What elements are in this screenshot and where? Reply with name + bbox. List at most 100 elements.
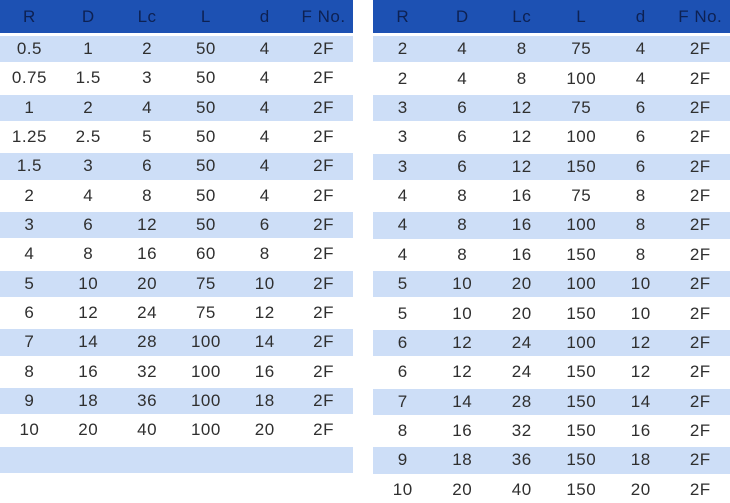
table-cell: 12 [452, 332, 473, 352]
table-cell: 2F [313, 303, 334, 323]
table-cell: 4 [83, 185, 94, 205]
table-cell: 12 [511, 127, 532, 147]
table-cell: 10 [78, 273, 99, 293]
table-cell: 9 [24, 391, 35, 411]
table-row: 2 4 8 75 4 2F [373, 33, 730, 63]
table-cell: 20 [137, 273, 158, 293]
table-cell: 6 [457, 127, 468, 147]
table-cell: 9 [397, 450, 408, 470]
table-cell: 2F [689, 303, 711, 323]
table-row: 0.75 1.5 3 50 4 2F [0, 62, 353, 92]
table-cell: 3 [397, 97, 408, 117]
table-cell: 150 [566, 479, 597, 499]
table-row: 4 8 16 100 8 2F [373, 209, 730, 239]
table-row: 0.5 1 2 50 4 2F [0, 33, 353, 63]
table-cell: 0.5 [16, 39, 42, 59]
column-header: d [635, 6, 646, 26]
table-cell: 2 [142, 39, 153, 59]
table-row: 2 4 8 100 4 2F [373, 62, 730, 92]
table-cell: 14 [254, 332, 275, 352]
table-cell: 6 [457, 97, 468, 117]
column-header: R [23, 6, 36, 26]
table-row: 4 8 16 75 8 2F [373, 179, 730, 210]
table-row: 5 10 20 75 10 2F [0, 267, 353, 297]
table-cell: 10 [254, 273, 275, 293]
table-row: 9 18 36 100 18 2F [0, 384, 353, 415]
table-cell: 2F [689, 479, 711, 499]
table-cell: 6 [83, 215, 94, 235]
table-cell: 2F [689, 391, 711, 411]
table-cell: 4 [397, 244, 408, 264]
table-cell: 2F [313, 361, 334, 381]
table-cell: 1.5 [75, 68, 101, 88]
table-cell: 100 [566, 215, 597, 235]
table-cell: 12 [511, 156, 532, 176]
table-cell: 100 [190, 391, 221, 411]
table-cell: 24 [137, 303, 158, 323]
table-cell: 8 [635, 215, 646, 235]
table-row: 1.5 3 6 50 4 2F [0, 150, 353, 180]
table-cell: 2F [689, 186, 711, 206]
table-cell: 4 [259, 68, 270, 88]
table-row: 2 4 8 50 4 2F [0, 179, 353, 209]
table-cell: 0.75 [11, 68, 47, 88]
table-row: 5 10 20 150 10 2F [373, 297, 730, 327]
table-cell: 2 [397, 68, 408, 88]
table-cell: 14 [78, 332, 99, 352]
table-cell: 2F [313, 391, 334, 411]
table-cell: 4 [259, 185, 270, 205]
table-cell: 4 [457, 68, 468, 88]
table-cell: 3 [24, 215, 35, 235]
table-cell: 5 [397, 303, 408, 323]
table-cell: 32 [137, 361, 158, 381]
table-cell [176, 447, 235, 473]
table-cell: 50 [195, 39, 216, 59]
table-cell: 6 [397, 332, 408, 352]
table-cell: 2F [689, 421, 711, 441]
table-cell: 10 [630, 274, 651, 294]
table-cell: 16 [78, 361, 99, 381]
table-cell: 75 [195, 303, 216, 323]
table-cell: 4 [397, 215, 408, 235]
table-cell: 12 [254, 303, 275, 323]
table-cell: 16 [511, 215, 532, 235]
table-cell: 28 [511, 391, 532, 411]
table-cell: 7 [24, 332, 35, 352]
table-cell: 2F [313, 185, 334, 205]
table-cell: 1.25 [11, 127, 47, 147]
table-cell: 8 [83, 244, 94, 264]
table-cell: 1 [24, 97, 35, 117]
table-cell: 3 [83, 156, 94, 176]
table-cell: 32 [511, 421, 532, 441]
table-cell: 75 [571, 186, 592, 206]
table-cell: 8 [24, 361, 35, 381]
table-cell: 4 [259, 156, 270, 176]
table-cell: 10 [19, 420, 40, 440]
table-cell: 12 [630, 332, 651, 352]
table-cell: 100 [566, 332, 597, 352]
table-cell: 5 [397, 274, 408, 294]
table-cell: 40 [137, 420, 158, 440]
table-cell: 12 [78, 303, 99, 323]
column-header: F No. [678, 6, 723, 26]
table-cell: 2 [83, 97, 94, 117]
table-cell: 6 [397, 362, 408, 382]
table-cell: 24 [511, 362, 532, 382]
table-row: 1.25 2.5 5 50 4 2F [0, 120, 353, 151]
table-cell: 16 [254, 361, 275, 381]
table-row: 8 16 32 150 16 2F [373, 414, 730, 445]
table-row: 9 18 36 150 18 2F [373, 444, 730, 474]
table-cell: 8 [259, 244, 270, 264]
table-cell: 60 [195, 244, 216, 264]
column-header: Lc [137, 6, 157, 26]
table-cell: 150 [566, 303, 597, 323]
table-row: 1 2 4 50 4 2F [0, 91, 353, 121]
table-row: 7 14 28 150 14 2F [373, 385, 730, 415]
table-cell: 20 [630, 479, 651, 499]
table-cell: 2F [313, 332, 334, 352]
table-cell: 6 [635, 156, 646, 176]
table-cell [235, 447, 294, 473]
table-cell: 6 [635, 127, 646, 147]
